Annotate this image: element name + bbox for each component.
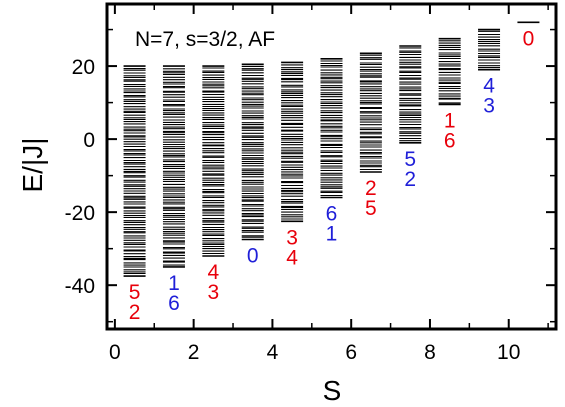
y-tick-label: 20 — [72, 56, 95, 79]
annotation-bottom: 2 — [404, 168, 416, 191]
annotation-top: 0 — [247, 245, 259, 268]
plot-frame — [105, 2, 558, 331]
y-tick-label: -20 — [65, 202, 95, 225]
annotation-top: 3 — [286, 226, 298, 249]
level-band-2 — [202, 65, 225, 257]
y-axis-label: E/|J| — [17, 137, 48, 192]
annotation-bottom: 6 — [168, 292, 180, 315]
x-axis: 0 2 4 6 8 10 — [109, 4, 549, 364]
annotation-bottom: 5 — [365, 197, 377, 220]
x-tick-label: 10 — [497, 341, 520, 364]
chart-title: N=7, s=3/2, AF — [135, 28, 275, 51]
y-tick-label: -40 — [65, 275, 95, 298]
level-band-3 — [241, 63, 264, 241]
x-tick-label: 0 — [109, 341, 121, 364]
energy-levels — [123, 21, 540, 277]
annotation-top: 6 — [326, 203, 338, 226]
x-axis-label: S — [323, 375, 342, 406]
level-band-5 — [320, 57, 343, 199]
annotation-bottom: 6 — [444, 129, 456, 152]
level-band-8 — [438, 37, 461, 106]
level-band-1 — [162, 65, 185, 268]
level-band-6 — [359, 52, 382, 173]
y-axis: 200-20-40 — [65, 28, 556, 323]
annotation-top: 4 — [207, 261, 219, 284]
annotation-bottom: 1 — [326, 223, 338, 246]
annotation-top: 2 — [365, 177, 377, 200]
x-tick-label: 8 — [424, 341, 436, 364]
level-band-9 — [478, 28, 501, 71]
annotation-top: 4 — [483, 75, 495, 98]
annotation-top: 5 — [404, 148, 416, 171]
level-band-0 — [123, 65, 146, 277]
level-band-4 — [281, 61, 304, 223]
annotation-bottom: 3 — [483, 95, 495, 118]
annotation-bottom: 4 — [286, 246, 298, 269]
x-tick-label: 6 — [345, 341, 357, 364]
x-tick-label: 4 — [267, 341, 279, 364]
annotation-top: 5 — [129, 281, 141, 304]
annotation-top: 1 — [444, 109, 456, 132]
annotation-top: 1 — [168, 272, 180, 295]
annotation-bottom: 2 — [129, 301, 141, 324]
y-tick-label: 0 — [83, 129, 95, 152]
x-tick-label: 2 — [188, 341, 200, 364]
level-band-7 — [399, 45, 422, 144]
annotation-bottom: 3 — [207, 281, 219, 304]
annotation-top: 0 — [523, 27, 535, 50]
